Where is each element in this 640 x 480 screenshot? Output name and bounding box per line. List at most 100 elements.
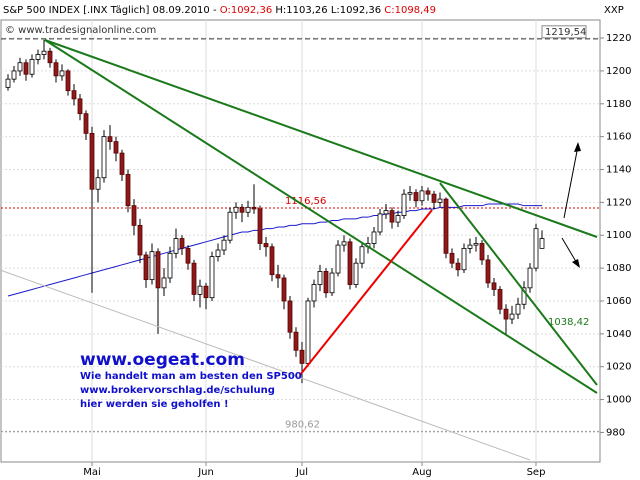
candle-body [263, 243, 269, 248]
candle-body [95, 177, 101, 190]
y-tick-label: 1040 [606, 329, 631, 340]
candle-body [395, 215, 401, 223]
candle-body [137, 224, 143, 256]
candle-body [419, 190, 425, 202]
plot-frame [0, 19, 601, 463]
candle-body [431, 193, 437, 203]
candle-body [383, 210, 389, 215]
x-tick-label: Sep [527, 467, 546, 478]
candle-body [485, 259, 491, 284]
candle-body [53, 62, 59, 77]
promo-line: www.brokervorschlag.de/schulung [80, 385, 275, 396]
candle-body [47, 50, 53, 64]
y-tick-label: 1160 [606, 132, 631, 143]
candle-body [437, 198, 443, 203]
candle-body [533, 228, 539, 269]
candle-body [299, 349, 305, 364]
candle-body [515, 303, 521, 315]
candle-body [371, 231, 377, 244]
y-tick-label: 1080 [606, 263, 631, 274]
promo-title: www.oegeat.com [80, 350, 245, 370]
candle-body [161, 277, 167, 289]
red-trendline [299, 209, 433, 376]
header: S&P 500 INDEX [.INX Täglich] 08.09.2010 … [3, 5, 436, 16]
y-tick-label: 980 [606, 427, 625, 438]
green-trendline [439, 182, 598, 386]
candle-body [317, 270, 323, 285]
trendlines [0, 39, 598, 461]
candle-body [221, 239, 227, 251]
candle-body [113, 141, 119, 154]
x-tick-label: Jul [295, 467, 308, 478]
candle-body [209, 256, 215, 299]
candle-body [341, 241, 347, 246]
candle-body [377, 213, 383, 233]
candle-body [359, 246, 365, 264]
y-tick-label: 1200 [606, 66, 631, 77]
candle-body [29, 59, 35, 75]
candle-body [119, 152, 125, 175]
candle-body [491, 282, 497, 290]
candle-body [467, 244, 473, 249]
y-tick-label: 1020 [606, 362, 631, 373]
candle-body [155, 251, 161, 289]
y-tick-label: 1100 [606, 230, 631, 241]
candle-body [191, 262, 197, 295]
x-tick-label: Mai [83, 467, 101, 478]
candle-body [5, 78, 11, 88]
candle-body [149, 251, 155, 281]
x-tick-label: Aug [412, 467, 432, 478]
candle-body [389, 210, 395, 223]
candle-body [131, 205, 137, 226]
candle-body [83, 113, 89, 134]
y-tick-label: 1220 [606, 33, 631, 44]
arrow-up [563, 145, 579, 219]
candle-body [77, 98, 83, 115]
candle-body [449, 252, 455, 264]
candle-body [107, 136, 113, 142]
header-high: H:1103,26 [275, 5, 327, 16]
candle-body [215, 249, 221, 258]
header-close: C:1098,49 [384, 5, 436, 16]
candle-body [197, 285, 203, 295]
candles [5, 39, 545, 384]
candle-body [275, 274, 281, 279]
candle-body [35, 54, 41, 60]
level-label: 1219,54 [545, 27, 586, 38]
candle-body [281, 277, 287, 302]
candle-body [239, 206, 245, 213]
candle-body [461, 247, 467, 271]
promo-line: hier werden sie geholfen ! [80, 399, 229, 410]
candle-body [509, 313, 515, 320]
level-label: 980,62 [285, 419, 320, 430]
candle-body [125, 174, 131, 207]
header-low: L:1092,36 [331, 5, 381, 16]
candle-body [227, 211, 233, 241]
candle-body [11, 70, 17, 80]
candle-body [311, 284, 317, 302]
y-tick-label: 1060 [606, 296, 631, 307]
candle-body [59, 70, 65, 77]
candle-body [455, 262, 461, 271]
header-open: O:1092,36 [220, 5, 272, 16]
candle-body [539, 238, 545, 249]
watermark: © www.tradesignalonline.com [5, 25, 156, 36]
candle-body [17, 62, 23, 72]
y-tick-label: 1120 [606, 197, 631, 208]
candle-body [479, 243, 485, 261]
candle-body [65, 70, 71, 92]
candle-body [245, 206, 251, 213]
channel-label: 1038,42 [548, 317, 589, 328]
candle-body [335, 244, 341, 274]
candle-body [407, 192, 413, 195]
x-tick-label: Jun [197, 467, 214, 478]
candle-body [179, 238, 185, 249]
candle-body [527, 267, 533, 289]
green-trendline [44, 39, 598, 238]
header-symbol: S&P 500 INDEX [.INX Täglich] 08.09.2010 … [3, 5, 217, 16]
candle-body [413, 192, 419, 202]
gray-trendline [0, 269, 531, 461]
candle-body [143, 254, 149, 281]
candle-body [287, 300, 293, 333]
